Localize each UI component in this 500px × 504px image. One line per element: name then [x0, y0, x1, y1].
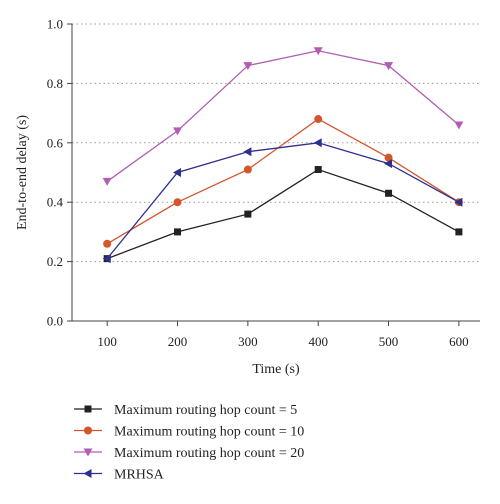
series-line	[106, 142, 460, 260]
data-point	[384, 62, 394, 71]
x-tick-label: 100	[97, 334, 117, 349]
data-point	[102, 177, 112, 186]
legend-marker	[84, 405, 92, 413]
x-tick-label: 400	[308, 334, 328, 349]
grid-lines	[72, 23, 480, 263]
legend-label: Maximum routing hop count = 20	[114, 446, 304, 461]
data-point	[314, 115, 323, 124]
series-3	[102, 47, 464, 186]
series-line	[106, 50, 460, 182]
legend-entry: Maximum routing hop count = 20	[74, 446, 304, 461]
legend-marker	[83, 469, 92, 478]
data-point	[454, 121, 464, 130]
legend-label: Maximum routing hop count = 5	[114, 403, 297, 418]
x-tick-label: 500	[379, 334, 399, 349]
y-axis-title: End-to-end delay (s)	[15, 115, 30, 230]
legend-marker	[84, 426, 92, 435]
data-point	[173, 198, 182, 207]
y-tick-label: 0.4	[47, 195, 64, 210]
data-point	[455, 228, 463, 236]
data-point	[243, 165, 252, 174]
data-point	[173, 168, 182, 177]
data-point	[244, 210, 252, 218]
data-point	[454, 197, 463, 207]
data-point	[243, 147, 252, 157]
series-4	[102, 138, 463, 264]
legend-entry: Maximum routing hop count = 10	[74, 425, 304, 440]
y-tick-label: 0.6	[47, 135, 64, 150]
data-point	[385, 189, 393, 197]
series-2	[103, 115, 463, 248]
data-point	[103, 239, 112, 248]
ticks: 0.0 0.2 0.4 0.6 0.8 1.0 100 200 300 400 500 600	[47, 17, 469, 350]
data-point	[102, 254, 111, 264]
data-point	[173, 127, 183, 136]
x-tick-label: 200	[168, 334, 188, 349]
data-point	[313, 138, 322, 148]
legend: Maximum routing hop count = 5 Maximum rou…	[74, 403, 304, 483]
data-point	[384, 153, 393, 162]
data-point	[243, 62, 253, 71]
legend-entry: Maximum routing hop count = 5	[74, 403, 297, 418]
x-tick-label: 600	[449, 334, 469, 349]
series-line	[106, 118, 460, 245]
y-tick-label: 0.2	[47, 254, 63, 269]
series	[102, 47, 464, 264]
data-point	[174, 228, 182, 236]
series-line	[106, 168, 460, 260]
legend-marker	[83, 448, 93, 457]
y-tick-label: 1.0	[47, 17, 63, 32]
data-point	[314, 166, 322, 174]
legend-entry: MRHSA	[74, 468, 165, 483]
data-point	[313, 47, 323, 56]
data-point	[384, 159, 393, 169]
axes	[71, 24, 480, 322]
y-tick-label: 0.8	[47, 76, 63, 91]
legend-label: MRHSA	[114, 468, 165, 483]
x-axis-title: Time (s)	[252, 362, 300, 377]
legend-label: Maximum routing hop count = 10	[114, 425, 304, 440]
y-tick-label: 0.0	[47, 314, 63, 329]
x-tick-label: 300	[238, 334, 258, 349]
